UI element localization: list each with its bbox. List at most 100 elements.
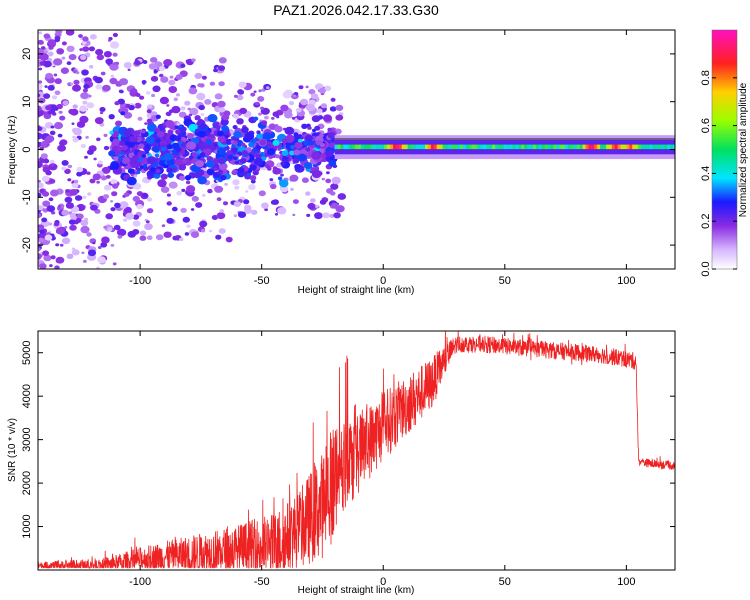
spectral-noise-blob [68,108,76,115]
spectral-noise-blob [322,212,330,219]
spectral-cluster-blob [216,130,224,137]
main-band-segment [375,144,379,150]
spectral-cluster-blob [290,145,295,150]
spectral-noise-blob [238,81,247,88]
spectral-noise-blob [50,163,55,167]
main-band-segment [649,144,654,150]
spectral-noise-blob [73,79,80,85]
spectral-cluster-blob [215,125,221,130]
spectral-cluster-blob [253,116,259,121]
spectral-noise-blob [82,88,88,93]
spectral-noise-blob [125,212,135,220]
spectral-noise-blob [69,189,78,196]
main-band-segment [393,144,397,150]
snr-x-label: Height of straight line (km) [298,585,415,596]
spectral-noise-blob [289,174,299,182]
spectral-noise-blob [99,111,104,115]
spectral-noise-blob [310,93,319,100]
spectral-noise-blob [38,132,43,140]
spectral-cluster-blob [267,148,276,156]
spectral-cluster-blob [163,152,174,161]
spectral-noise-blob [57,205,61,208]
spectral-cluster-blob [186,141,197,150]
spectral-cluster-blob [320,142,325,148]
spectral-noise-blob [59,141,64,146]
spectral-noise-blob [258,89,262,93]
spectral-noise-blob [266,86,270,90]
spectral-noise-blob [110,74,115,78]
spectral-noise-blob [43,254,52,262]
spectral-noise-blob [45,105,52,111]
spectral-noise-blob [58,110,63,114]
spectral-cluster-blob [145,136,155,144]
spectral-noise-blob [333,212,341,219]
spectral-noise-blob [158,66,166,72]
spectral-cluster-blob [113,156,120,161]
main-band-segment [337,144,341,150]
colorbar-tick-label: 0.8 [700,70,712,85]
spectral-cluster-blob [241,142,246,147]
spectral-noise-blob [335,104,344,111]
main-band-segment [454,144,458,150]
main-band-segment [378,144,382,150]
spectral-noise-blob [130,88,138,94]
spectral-noise-blob [97,160,103,165]
spectral-cluster-blob [311,151,322,160]
spectral-noise-blob [148,63,157,70]
spectral-cluster-blob [115,120,122,127]
spectral-noise-blob [82,195,87,199]
main-band-segment [369,144,374,150]
spectral-noise-blob [71,249,80,256]
main-band-segment [445,144,449,150]
main-band-segment [614,144,619,150]
spectral-noise-blob [38,93,41,98]
spectral-noise-blob [288,101,294,106]
main-band-segment [623,144,627,150]
main-band-segment [334,144,339,150]
spectral-noise-blob [324,85,332,92]
spectral-noise-blob [81,251,85,255]
main-band-segment [576,144,581,150]
spectral-noise-blob [75,218,82,223]
main-band-segment [565,144,569,150]
spectral-cluster-blob [174,125,180,130]
spectral-noise-blob [309,198,316,203]
main-band-segment [535,144,540,150]
spectral-cluster-blob [292,157,300,164]
spectral-noise-blob [151,93,156,98]
spectral-noise-blob [56,103,63,110]
main-band-segment [489,144,493,150]
spectral-noise-blob [239,107,248,114]
spectral-noise-blob [330,183,339,190]
spectral-noise-blob [55,108,59,111]
spectral-noise-blob [123,218,128,222]
main-band-segment [597,144,601,150]
spectrogram-y-tick-label: 20 [21,48,33,60]
spectral-noise-blob [66,45,75,52]
spectral-cluster-blob [233,156,238,161]
spectral-noise-blob [116,228,127,237]
spectral-noise-blob [173,97,179,102]
spectral-noise-blob [119,89,124,94]
main-band-segment [661,144,665,150]
spectral-noise-blob [100,175,107,181]
main-band-segment [422,144,426,150]
snr-y-tick-label: 5000 [21,340,33,364]
spectral-noise-blob [79,105,88,112]
spectral-noise-blob [45,73,53,79]
spectral-noise-blob [201,75,207,80]
spectral-cluster-blob [157,179,167,188]
spectral-noise-blob [264,208,268,212]
main-band-segment [465,144,470,150]
spectral-noise-blob [38,97,46,104]
spectral-noise-blob [150,75,159,82]
spectral-noise-blob [224,182,229,186]
spectral-noise-blob [204,99,212,105]
spectral-cluster-blob [207,114,218,123]
spectral-noise-blob [38,247,41,252]
spectral-cluster-blob [205,139,213,145]
spectrogram-y-label: Frequency (Hz) [7,116,18,185]
spectral-cluster-blob [166,167,173,173]
spectral-cluster-blob [248,142,255,148]
